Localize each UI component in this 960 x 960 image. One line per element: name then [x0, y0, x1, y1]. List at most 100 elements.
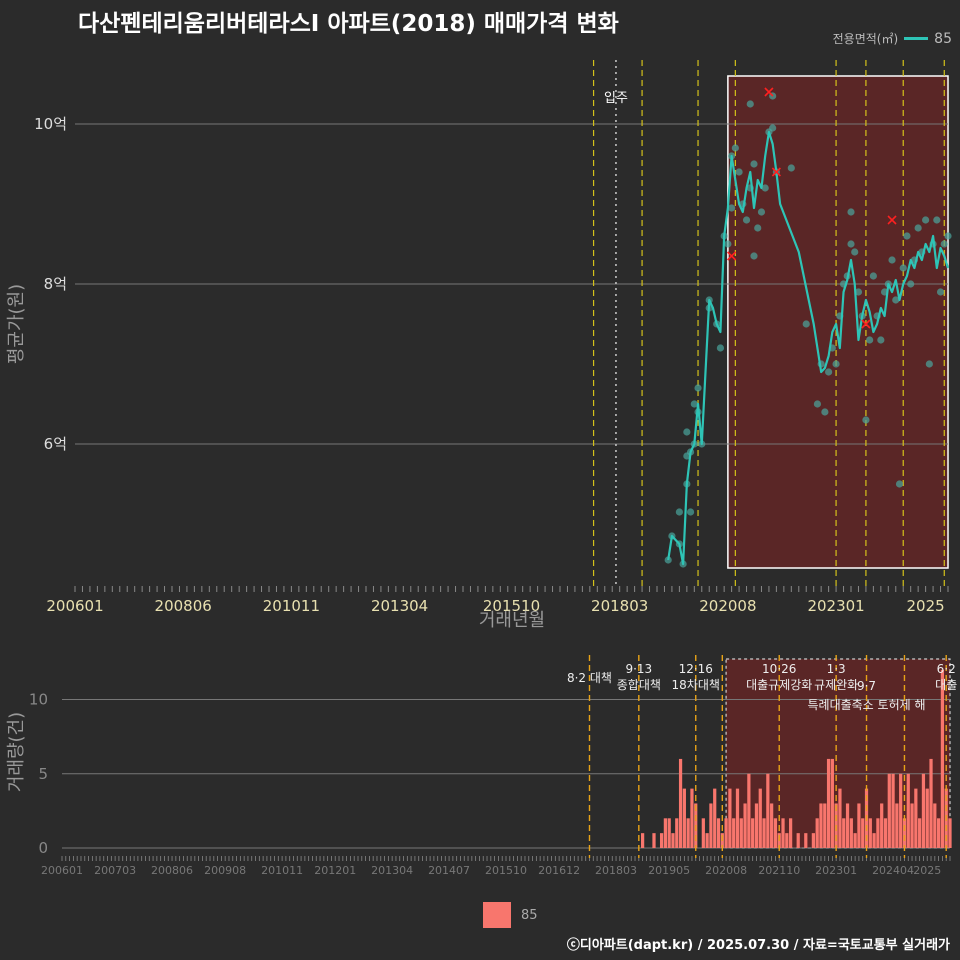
volume-bar: [933, 803, 937, 848]
volume-bar: [883, 818, 888, 848]
volume-x-tick-label: 202301: [815, 864, 857, 877]
price-point: [813, 400, 822, 408]
price-point: [731, 144, 739, 152]
cancelled-mark: [861, 319, 871, 329]
policy-label: 대출: [935, 678, 957, 692]
volume-bar: [728, 788, 732, 848]
y-tick-label: 8억: [44, 275, 67, 293]
legend-value: 85: [934, 30, 952, 47]
price-point: [675, 508, 683, 516]
policy-label: 12·16: [679, 662, 713, 676]
volume-bar: [751, 818, 755, 848]
price-point: [892, 296, 900, 304]
volume-x-tick-label: 201304: [371, 864, 413, 877]
cancelled-mark: [771, 167, 781, 177]
volume-bar: [671, 833, 675, 848]
price-point: [847, 240, 855, 248]
volume-bar: [663, 818, 667, 848]
volume-x-tick-label: 200703: [94, 864, 136, 877]
volume-bar: [739, 818, 743, 848]
volume-bar: [857, 803, 861, 848]
volume-bar: [811, 833, 815, 848]
price-point: [769, 124, 777, 132]
legend-bottom: 85: [483, 902, 538, 928]
volume-bar: [716, 818, 721, 848]
volume-y-tick-label: 0: [38, 839, 48, 857]
price-point: [895, 480, 904, 488]
price-point: [925, 360, 933, 368]
price-point: [933, 216, 941, 224]
volume-bar: [845, 803, 850, 848]
price-point: [922, 216, 930, 224]
volume-bar: [724, 818, 728, 848]
volume-x-tick-label: 202008: [705, 864, 747, 877]
price-point: [683, 428, 691, 436]
volume-x-tick-label: 200806: [151, 864, 193, 877]
volume-bar: [876, 818, 880, 848]
x-tick-label: 2025: [907, 597, 945, 615]
volume-bar: [899, 773, 903, 848]
price-point: [862, 416, 870, 424]
volume-bar: [770, 803, 774, 848]
price-line: [667, 130, 950, 566]
price-point: [854, 288, 863, 296]
volume-bar: [925, 788, 929, 848]
volume-x-tick-label: 200601: [41, 864, 83, 877]
volume-bar: [937, 818, 941, 848]
volume-bar: [891, 773, 895, 848]
price-point: [851, 248, 859, 256]
price-point: [821, 408, 829, 416]
price-point: [716, 344, 725, 352]
volume-bar: [887, 773, 891, 848]
volume-x-tick-label: 201905: [648, 864, 690, 877]
volume-bar: [880, 803, 884, 848]
volume-bar: [678, 758, 683, 848]
price-point: [750, 252, 758, 260]
x-axis-title: 거래년월: [479, 610, 545, 631]
y-axis-title: 평균가(원): [6, 284, 27, 364]
price-point: [914, 224, 922, 232]
legend-top: 전용면적(㎡) 85: [833, 30, 952, 47]
volume-bar: [781, 818, 785, 848]
volume-y-axis-title: 거래량(건): [6, 712, 27, 792]
legend-line-swatch: [904, 37, 929, 40]
volume-bar: [861, 818, 865, 848]
price-point: [832, 360, 840, 368]
x-tick-label: 200806: [155, 597, 212, 615]
volume-x-tick-label: 201407: [428, 864, 470, 877]
price-point: [802, 320, 810, 328]
policy-label: 10·26: [762, 662, 796, 676]
volume-x-tick-label: 201011: [261, 864, 303, 877]
volume-bar: [789, 818, 793, 848]
volume-bar: [785, 833, 789, 848]
volume-y-tick-label: 5: [38, 765, 48, 783]
price-point: [690, 400, 698, 408]
price-point: [742, 216, 751, 224]
volume-x-tick-label: 202110: [758, 864, 800, 877]
price-point: [825, 368, 833, 376]
volume-bar: [652, 833, 656, 848]
volume-bar: [675, 818, 679, 848]
volume-bar: [766, 773, 770, 848]
price-point: [761, 184, 769, 192]
x-tick-label: 201304: [371, 597, 428, 615]
x-tick-label: 200601: [46, 597, 103, 615]
price-point: [869, 272, 877, 280]
volume-bar: [690, 788, 694, 848]
volume-bar: [773, 818, 778, 848]
price-point: [728, 204, 736, 212]
volume-x-tick-label: 202404: [872, 864, 914, 877]
volume-bar: [686, 818, 690, 848]
volume-x-tick-label: 201612: [538, 864, 580, 877]
volume-x-tick-label: 201201: [314, 864, 356, 877]
legend-title: 전용면적(㎡): [832, 32, 899, 46]
volume-bar: [758, 788, 762, 848]
price-point: [787, 164, 795, 172]
policy-label: 특례대출축소 토허제 해: [807, 698, 925, 712]
volume-bar: [853, 833, 857, 848]
volume-bar: [815, 818, 819, 848]
volume-bar: [713, 788, 717, 848]
volume-bar: [682, 788, 686, 848]
volume-bar: [819, 803, 823, 848]
volume-bar: [747, 773, 751, 848]
